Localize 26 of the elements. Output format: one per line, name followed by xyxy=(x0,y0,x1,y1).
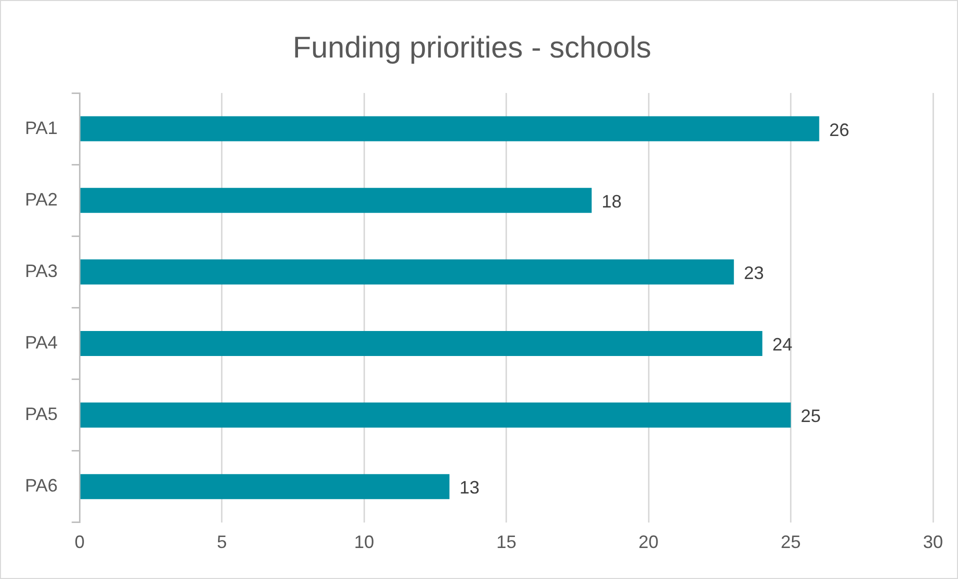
x-tick-label: 25 xyxy=(780,532,801,552)
bar xyxy=(80,474,450,500)
x-tick-label: 30 xyxy=(922,532,944,552)
y-tick-label: PA4 xyxy=(25,332,58,352)
y-tick-label: PA6 xyxy=(25,476,58,496)
bar xyxy=(80,188,592,213)
x-tick-label: 15 xyxy=(496,532,516,552)
data-label: 26 xyxy=(829,120,850,140)
chart-title: Funding priorities - schools xyxy=(292,31,652,64)
y-tick-label: PA2 xyxy=(25,189,58,210)
data-label: 25 xyxy=(800,406,821,426)
data-label: 24 xyxy=(772,334,792,354)
y-tick-label: PA5 xyxy=(25,404,58,424)
bar xyxy=(80,116,820,142)
data-label: 23 xyxy=(744,262,764,283)
x-tick-label: 5 xyxy=(216,532,227,552)
x-tick-label: 0 xyxy=(74,532,85,552)
data-label: 18 xyxy=(602,191,622,212)
y-tick-label: PA1 xyxy=(25,118,58,138)
x-tick-label: 20 xyxy=(638,532,659,552)
bar xyxy=(80,259,734,284)
y-tick-label: PA3 xyxy=(25,260,58,281)
bar xyxy=(80,330,762,356)
bar xyxy=(80,402,791,428)
data-label: 13 xyxy=(459,478,480,498)
x-tick-label: 10 xyxy=(354,532,374,552)
